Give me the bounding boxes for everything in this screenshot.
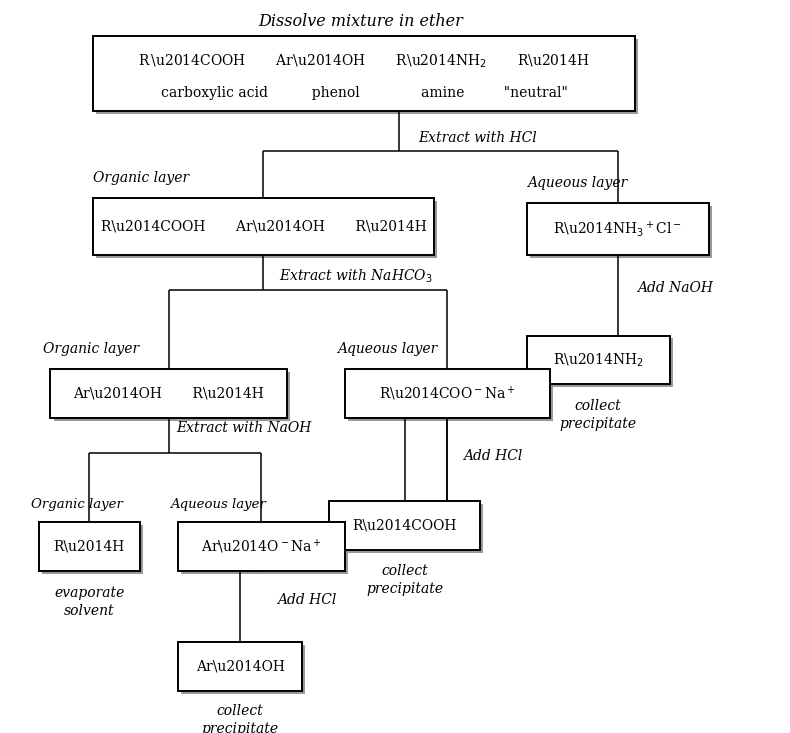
Text: Extract with HCl: Extract with HCl <box>418 131 537 145</box>
Text: collect: collect <box>575 399 622 413</box>
Bar <box>182 526 348 574</box>
Bar <box>39 523 140 571</box>
Text: Aqueous layer: Aqueous layer <box>337 342 437 356</box>
Text: precipitate: precipitate <box>366 582 443 596</box>
Text: collect: collect <box>216 704 264 718</box>
Text: R\u2014COOH       Ar\u2014OH       R\u2014H: R\u2014COOH Ar\u2014OH R\u2014H <box>100 219 427 233</box>
Text: carboxylic acid          phenol              amine         "neutral": carboxylic acid phenol amine "neutral" <box>160 86 567 100</box>
Text: R$\mathbf{\,}$\u2014COOH       Ar\u2014OH       R\u2014NH$_2$       R\u2014H: R$\mathbf{\,}$\u2014COOH Ar\u2014OH R\u2… <box>138 52 590 70</box>
Bar <box>333 504 483 553</box>
Text: Extract with NaOH: Extract with NaOH <box>176 421 312 435</box>
Text: R\u2014COO$^-$Na$^+$: R\u2014COO$^-$Na$^+$ <box>379 385 516 403</box>
Text: Add HCl: Add HCl <box>463 449 522 463</box>
Bar <box>527 204 709 255</box>
Bar <box>329 501 480 550</box>
Bar <box>348 372 553 421</box>
Text: Add NaOH: Add NaOH <box>637 281 713 295</box>
Text: Extract with NaHCO$_3$: Extract with NaHCO$_3$ <box>279 268 433 285</box>
Bar <box>527 336 670 385</box>
Text: Ar\u2014OH       R\u2014H: Ar\u2014OH R\u2014H <box>73 387 264 401</box>
Bar <box>344 369 550 419</box>
Text: Aqueous layer: Aqueous layer <box>527 177 626 191</box>
Bar <box>530 206 712 258</box>
Bar <box>54 372 290 421</box>
Text: Ar\u2014O$^-$Na$^+$: Ar\u2014O$^-$Na$^+$ <box>201 537 322 556</box>
Text: Ar\u2014OH: Ar\u2014OH <box>196 660 284 674</box>
Text: Dissolve mixture in ether: Dissolve mixture in ether <box>258 13 462 30</box>
Bar <box>179 642 302 691</box>
Bar <box>96 201 437 258</box>
Text: Aqueous layer: Aqueous layer <box>171 498 266 511</box>
Text: R\u2014NH$_3$$^+$Cl$^-$: R\u2014NH$_3$$^+$Cl$^-$ <box>553 219 682 239</box>
Bar <box>93 36 635 111</box>
Text: Add HCl: Add HCl <box>277 592 337 607</box>
Bar <box>179 523 344 571</box>
Text: R\u2014COOH: R\u2014COOH <box>352 518 457 532</box>
Text: Organic layer: Organic layer <box>31 498 123 511</box>
Text: Organic layer: Organic layer <box>93 171 189 185</box>
Text: evaporate: evaporate <box>54 586 124 600</box>
Bar <box>42 526 143 574</box>
Text: R\u2014NH$_2$: R\u2014NH$_2$ <box>553 351 644 369</box>
Bar <box>51 369 287 419</box>
Text: precipitate: precipitate <box>559 417 637 431</box>
Bar <box>93 198 434 255</box>
Bar <box>96 39 638 114</box>
Text: precipitate: precipitate <box>201 721 279 733</box>
Text: Organic layer: Organic layer <box>43 342 139 356</box>
Bar <box>530 339 673 387</box>
Text: R\u2014H: R\u2014H <box>54 539 125 554</box>
Text: solvent: solvent <box>64 604 115 618</box>
Bar <box>182 645 305 694</box>
Text: collect: collect <box>382 564 428 578</box>
